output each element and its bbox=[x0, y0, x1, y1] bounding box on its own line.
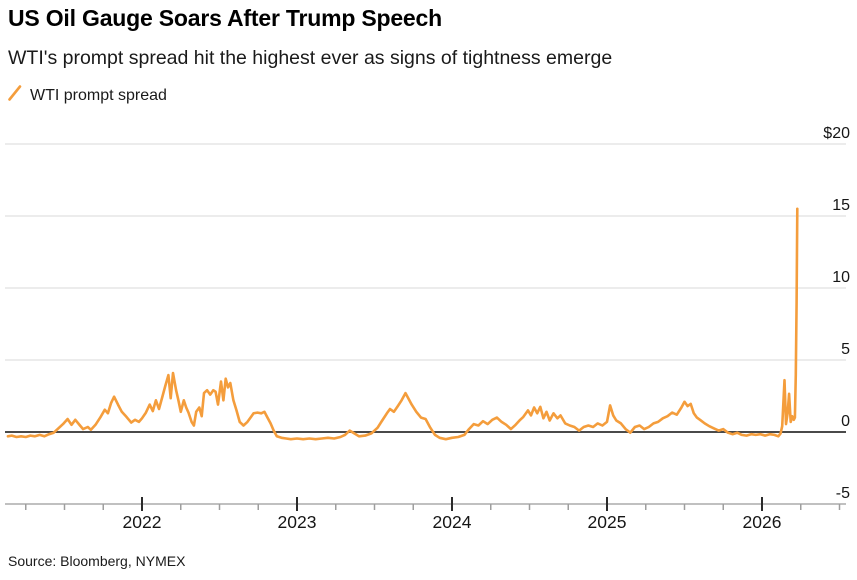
page-title: US Oil Gauge Soars After Trump Speech bbox=[8, 5, 442, 31]
y-tick-label: -5 bbox=[836, 485, 850, 502]
series-line bbox=[6, 207, 799, 441]
y-tick-label: 0 bbox=[841, 413, 850, 430]
x-tick-label: 2026 bbox=[743, 512, 782, 532]
y-tick-label: 15 bbox=[832, 197, 850, 214]
source-note: Source: Bloomberg, NYMEX bbox=[8, 553, 186, 569]
x-tick-label: 2023 bbox=[278, 512, 317, 532]
chart-subtitle: WTI's prompt spread hit the highest ever… bbox=[8, 47, 613, 69]
x-tick-label: 2025 bbox=[588, 512, 627, 532]
x-tick-label: 2024 bbox=[433, 512, 472, 532]
x-tick-label: 2022 bbox=[123, 512, 162, 532]
y-tick-label: 10 bbox=[832, 269, 850, 286]
legend: WTI prompt spread bbox=[8, 85, 167, 106]
slash-icon bbox=[8, 85, 22, 106]
y-tick-label: $20 bbox=[823, 125, 850, 142]
legend-label: WTI prompt spread bbox=[30, 86, 167, 104]
y-tick-label: 5 bbox=[841, 341, 850, 358]
